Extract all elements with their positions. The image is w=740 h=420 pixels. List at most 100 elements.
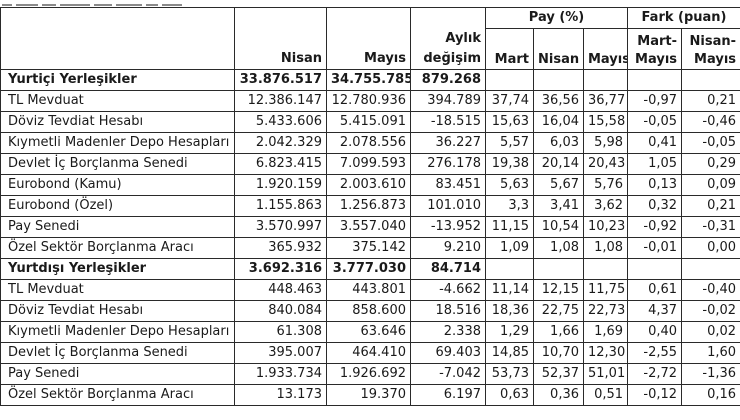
cell-mayis: 7.099.593 — [326, 153, 411, 175]
cell-aylik: 276.178 — [410, 153, 486, 175]
header-nisan: Nisan — [234, 7, 327, 70]
cell-mayis-pay: 12,30 — [582, 342, 629, 364]
cell-aylik: 18.516 — [410, 300, 486, 322]
section-header-row: Yurtiçi Yerleşikler 33.876.517 34.755.785 8… — [0, 69, 740, 91]
header-mart-mayis: Mart-Mayıs — [627, 28, 683, 70]
empty-cell — [681, 69, 740, 91]
empty-cell — [582, 258, 629, 280]
header-mart-mayis-text: Mart-Mayıs — [635, 34, 678, 67]
cell-nisan-mayis: 0,21 — [681, 195, 740, 217]
row-label: Kıymetli Madenler Depo Hesapları — [0, 132, 235, 154]
cell-aylik: 101.010 — [410, 195, 486, 217]
table-row: Özel Sektör Borçlanma Aracı 13.173 19.370 6… — [0, 384, 740, 406]
cell-mayis: 375.142 — [326, 237, 411, 259]
row-label: TL Mevduat — [0, 90, 235, 112]
table-body: Yurtiçi Yerleşikler 33.876.517 34.755.785 8… — [0, 69, 740, 406]
cell-nisan-pay: 1,08 — [533, 237, 584, 259]
row-label: Döviz Tevdiat Hesabı — [0, 300, 235, 322]
cell-mart-mayis: -0,12 — [627, 384, 683, 406]
cell-nisan-mayis: 0,00 — [681, 237, 740, 259]
cell-mayis: 443.801 — [326, 279, 411, 301]
empty-cell — [627, 258, 683, 280]
section-header-row: Yurtdışı Yerleşikler 3.692.316 3.777.030 84… — [0, 258, 740, 280]
cell-mayis-pay: 11,75 — [582, 279, 629, 301]
cell-mayis: 12.780.936 — [326, 90, 411, 112]
cell-aylik: 69.403 — [410, 342, 486, 364]
section-title: Yurtdışı Yerleşikler — [0, 258, 235, 280]
cell-aylik: 83.451 — [410, 174, 486, 196]
cell-nisan-pay: 22,75 — [533, 300, 584, 322]
cell-mayis-pay: 36,77 — [582, 90, 629, 112]
cell-mart: 11,14 — [485, 279, 534, 301]
cell-mayis: 2.003.610 — [326, 174, 411, 196]
cell-mayis: 858.600 — [326, 300, 411, 322]
section-mayis-cell: 3.777.030 — [326, 258, 411, 280]
cell-mayis-pay: 5,98 — [582, 132, 629, 154]
cell-mart-mayis: 1,05 — [627, 153, 683, 175]
cell-nisan-mayis: -0,05 — [681, 132, 740, 154]
table-row: Kıymetli Madenler Depo Hesapları 2.042.32… — [0, 132, 740, 154]
cell-nisan-pay: 6,03 — [533, 132, 584, 154]
cell-nisan-pay: 12,15 — [533, 279, 584, 301]
cell-mart-mayis: 0,32 — [627, 195, 683, 217]
cell-aylik: -7.042 — [410, 363, 486, 385]
row-label: Devlet İç Borçlanma Senedi — [0, 342, 235, 364]
cell-mart: 1,09 — [485, 237, 534, 259]
cell-mart-mayis: -0,01 — [627, 237, 683, 259]
table-row: Döviz Tevdiat Hesabı 840.084 858.600 18.516… — [0, 300, 740, 322]
cell-mayis-pay: 22,73 — [582, 300, 629, 322]
cell-mart-mayis: 0,13 — [627, 174, 683, 196]
cell-nisan-mayis: 0,29 — [681, 153, 740, 175]
header-aylik-text: Aylık değişim — [423, 31, 481, 66]
table-row: Pay Senedi 3.570.997 3.557.040 -13.952 11,15… — [0, 216, 740, 238]
cell-nisan-pay: 52,37 — [533, 363, 584, 385]
cell-nisan: 365.932 — [234, 237, 327, 259]
cell-mart-mayis: 0,41 — [627, 132, 683, 154]
cell-nisan-pay: 3,41 — [533, 195, 584, 217]
table-row: Döviz Tevdiat Hesabı 5.433.606 5.415.091 -1… — [0, 111, 740, 133]
cell-nisan-mayis: -1,36 — [681, 363, 740, 385]
cell-mart: 5,63 — [485, 174, 534, 196]
cell-mayis: 2.078.556 — [326, 132, 411, 154]
empty-cell — [485, 258, 534, 280]
header-mart: Mart — [485, 28, 534, 70]
cell-nisan-pay: 0,36 — [533, 384, 584, 406]
cell-mart-mayis: 4,37 — [627, 300, 683, 322]
header-group-fark: Fark (puan) — [627, 7, 740, 29]
cell-nisan-pay: 10,70 — [533, 342, 584, 364]
section-nisan-cell: 33.876.517 — [234, 69, 327, 91]
table-row: Devlet İç Borçlanma Senedi 395.007 464.410… — [0, 342, 740, 364]
cell-mart-mayis: -0,92 — [627, 216, 683, 238]
table-row: Özel Sektör Borçlanma Aracı 365.932 375.14… — [0, 237, 740, 259]
cell-nisan: 1.155.863 — [234, 195, 327, 217]
row-label: Kıymetli Madenler Depo Hesapları — [0, 321, 235, 343]
cell-aylik: 2.338 — [410, 321, 486, 343]
cell-nisan-pay: 16,04 — [533, 111, 584, 133]
cell-mayis-pay: 20,43 — [582, 153, 629, 175]
cell-mart-mayis: -2,55 — [627, 342, 683, 364]
cell-mart-mayis: 0,61 — [627, 279, 683, 301]
cell-aylik: -4.662 — [410, 279, 486, 301]
cell-mayis: 1.256.873 — [326, 195, 411, 217]
table-row: Eurobond (Özel) 1.155.863 1.256.873 101.010… — [0, 195, 740, 217]
row-label: Döviz Tevdiat Hesabı — [0, 111, 235, 133]
cell-aylik: -13.952 — [410, 216, 486, 238]
securities-distribution-table: Nisan Mayıs Aylık değişim Pay (%) Fark (… — [0, 7, 740, 406]
cell-mart: 5,57 — [485, 132, 534, 154]
cell-mart: 53,73 — [485, 363, 534, 385]
cell-mayis: 1.926.692 — [326, 363, 411, 385]
cell-mart: 15,63 — [485, 111, 534, 133]
section-title: Yurtiçi Yerleşikler — [0, 69, 235, 91]
cell-mart-mayis: 0,40 — [627, 321, 683, 343]
cell-mayis: 5.415.091 — [326, 111, 411, 133]
table-row: Kıymetli Madenler Depo Hesapları 61.308 63… — [0, 321, 740, 343]
cell-mayis-pay: 51,01 — [582, 363, 629, 385]
row-label: TL Mevduat — [0, 279, 235, 301]
empty-cell — [627, 69, 683, 91]
cell-mayis-pay: 3,62 — [582, 195, 629, 217]
header-group-pay: Pay (%) — [484, 7, 629, 29]
header-mayis-pay: Mayıs — [582, 28, 629, 70]
cell-aylik: 6.197 — [410, 384, 486, 406]
cell-mayis-pay: 0,51 — [582, 384, 629, 406]
